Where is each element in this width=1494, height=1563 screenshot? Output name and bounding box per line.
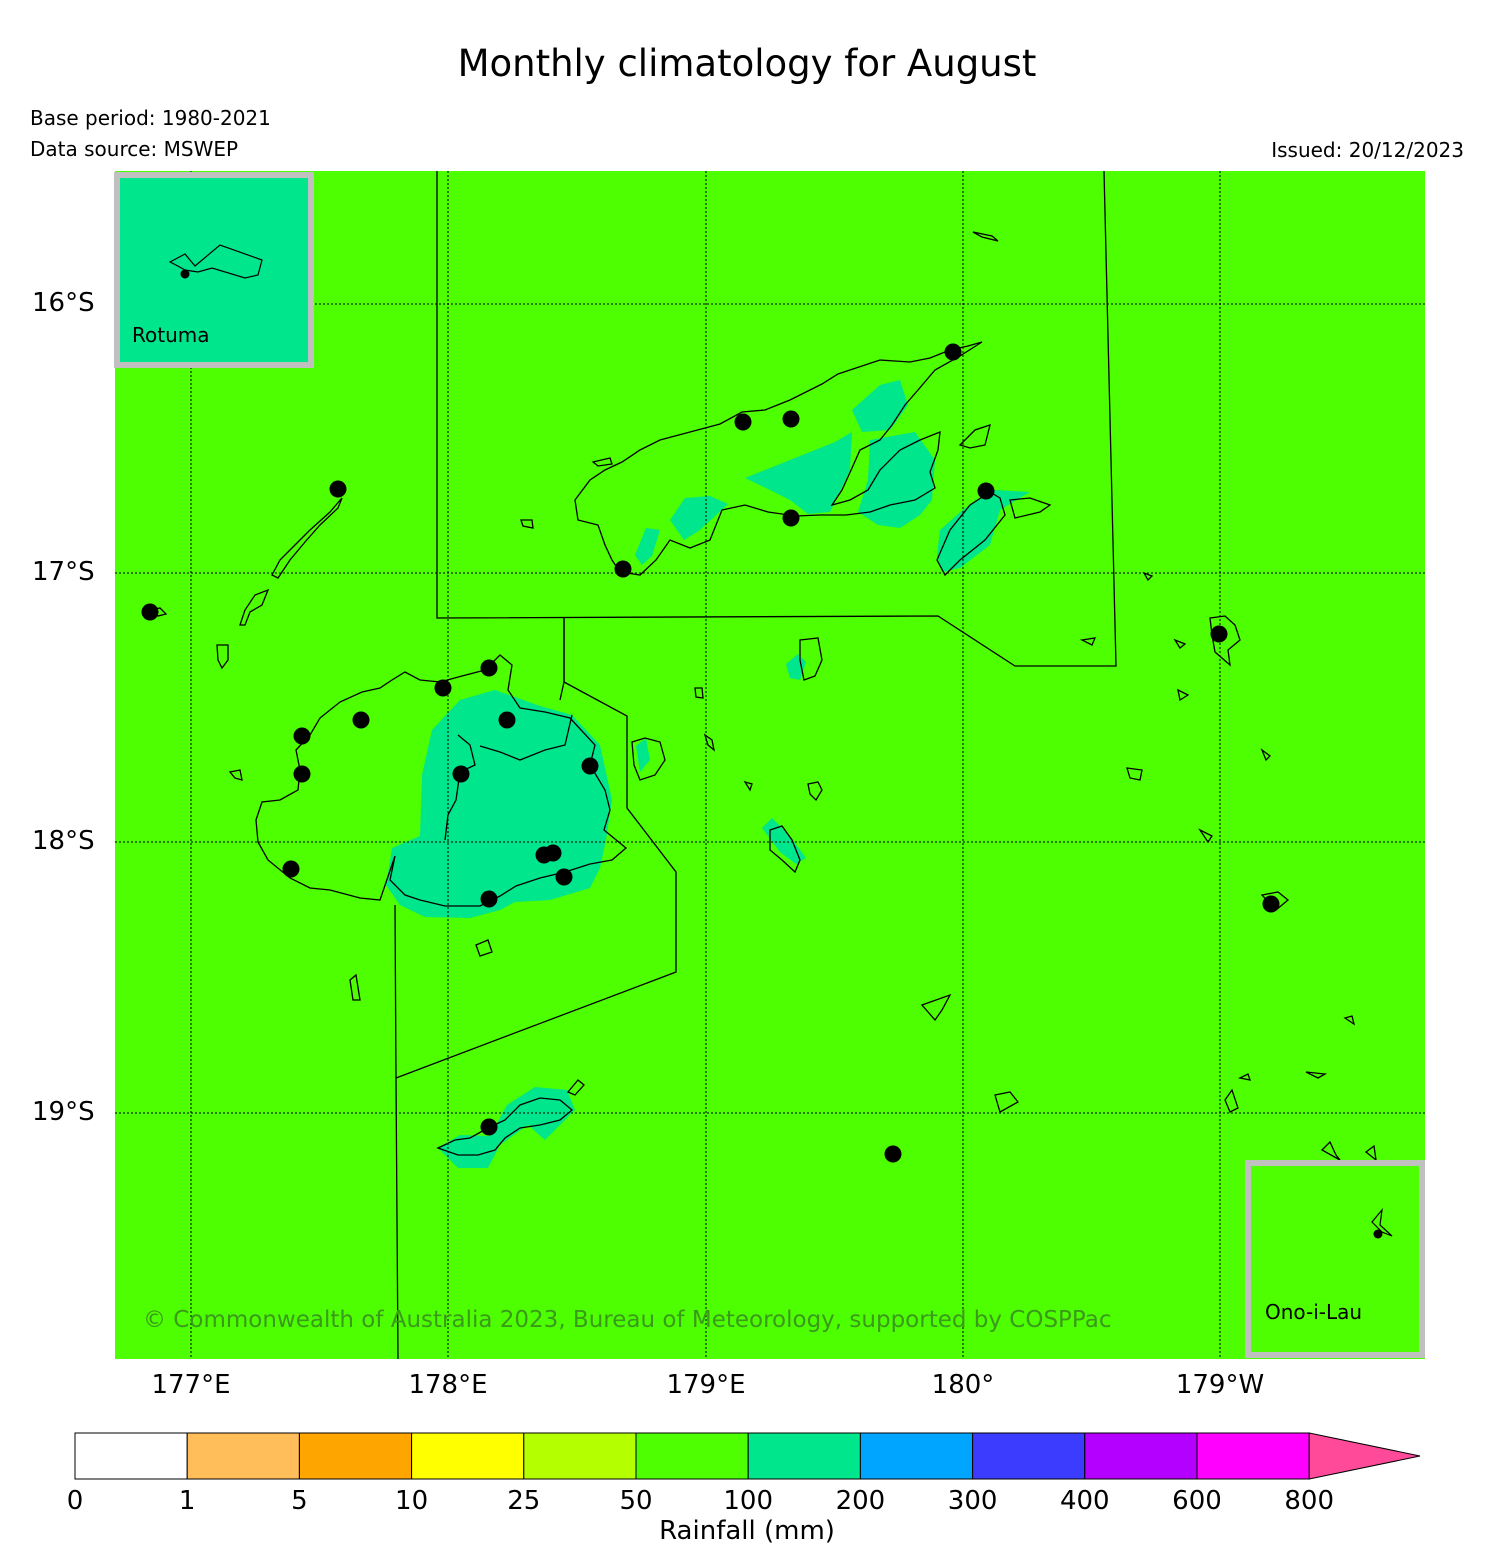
rotuma-label: Rotuma [132,323,210,347]
vanua-levu-wet-south [670,496,728,540]
viti-levu-coast [255,654,628,907]
lat-label-17s: 17°S [32,557,95,587]
colorbar-segment-6 [747,1432,861,1480]
vanua-levu-wet-west [745,432,852,514]
colorbar-tick-5: 50 [619,1486,653,1516]
vanua-levu-wet-central [852,380,908,432]
colorbar-tick-7: 200 [835,1486,886,1516]
colorbar-segment-9 [1084,1432,1198,1480]
map-area [115,171,1425,1359]
rotuma-inset [114,172,314,368]
colorbar-segment-3 [411,1432,525,1480]
lon-label-179w: 179°W [1175,1370,1265,1400]
colorbar-tick-2: 5 [291,1486,308,1516]
taveuni-coast [936,491,1006,577]
vanua-levu-wet-east [858,432,935,528]
map-title: Monthly climatology for August [457,42,1037,85]
copyright-notice: © Commonwealth of Australia 2023, Bureau… [143,1307,1112,1333]
lon-label-179e: 179°E [666,1370,746,1400]
colorbar-tick-8: 300 [947,1486,998,1516]
colorbar-tick-11: 800 [1284,1486,1335,1516]
colorbar-segment-10 [1196,1432,1310,1480]
lat-label-16s: 16°S [32,288,95,318]
koro-wet-region [636,738,650,772]
base-period: Base period: 1980-2021 [30,106,271,130]
colorbar-tick-4: 25 [507,1486,541,1516]
ono-i-lau-label: Ono-i-Lau [1265,1300,1363,1324]
colorbar-tick-3: 10 [395,1486,429,1516]
colorbar-extend-arrow [1308,1432,1421,1480]
lat-label-18s: 18°S [32,826,95,856]
colorbar-segment-1 [186,1432,300,1480]
colorbar-tick-6: 100 [723,1486,774,1516]
data-source: Data source: MSWEP [30,137,239,161]
taveuni-wet-region [937,490,1030,572]
lat-label-19s: 19°S [32,1097,95,1127]
colorbar-segment-0 [74,1432,188,1480]
colorbar-segment-4 [523,1432,637,1480]
colorbar-segment-7 [859,1432,974,1480]
koro-coast [631,737,666,781]
colorbar-segment-2 [298,1432,413,1480]
lon-label-178e: 178°E [408,1370,488,1400]
colorbar-segment-5 [635,1432,749,1480]
vanua-levu-wet-sw [635,528,660,565]
colorbar [74,1432,1421,1480]
colorbar-tick-0: 0 [66,1486,84,1516]
gau-coast [769,825,801,874]
kadavu-wet-region [438,1087,575,1168]
lon-label-180: 180° [931,1370,995,1400]
lon-label-177e: 177°E [151,1370,231,1400]
colorbar-tick-10: 600 [1172,1486,1222,1516]
ovalau-coast [799,637,823,681]
colorbar-tick-9: 400 [1059,1486,1110,1516]
colorbar-tick-1: 1 [178,1486,196,1516]
ovalau-wet-region [786,654,806,680]
vanua-levu-coast [574,341,983,576]
coastlines [148,231,1377,1162]
issued-date: Issued: 20/12/2023 [1271,138,1464,162]
division-boundaries [394,171,1117,1359]
colorbar-segment-8 [972,1432,1086,1480]
ono-i-lau-inset [1245,1160,1425,1358]
station-markers [141,343,1280,1163]
colorbar-title: Rainfall (mm) [659,1516,835,1546]
yasawa-islands [239,588,270,626]
graticule [115,171,1425,1359]
